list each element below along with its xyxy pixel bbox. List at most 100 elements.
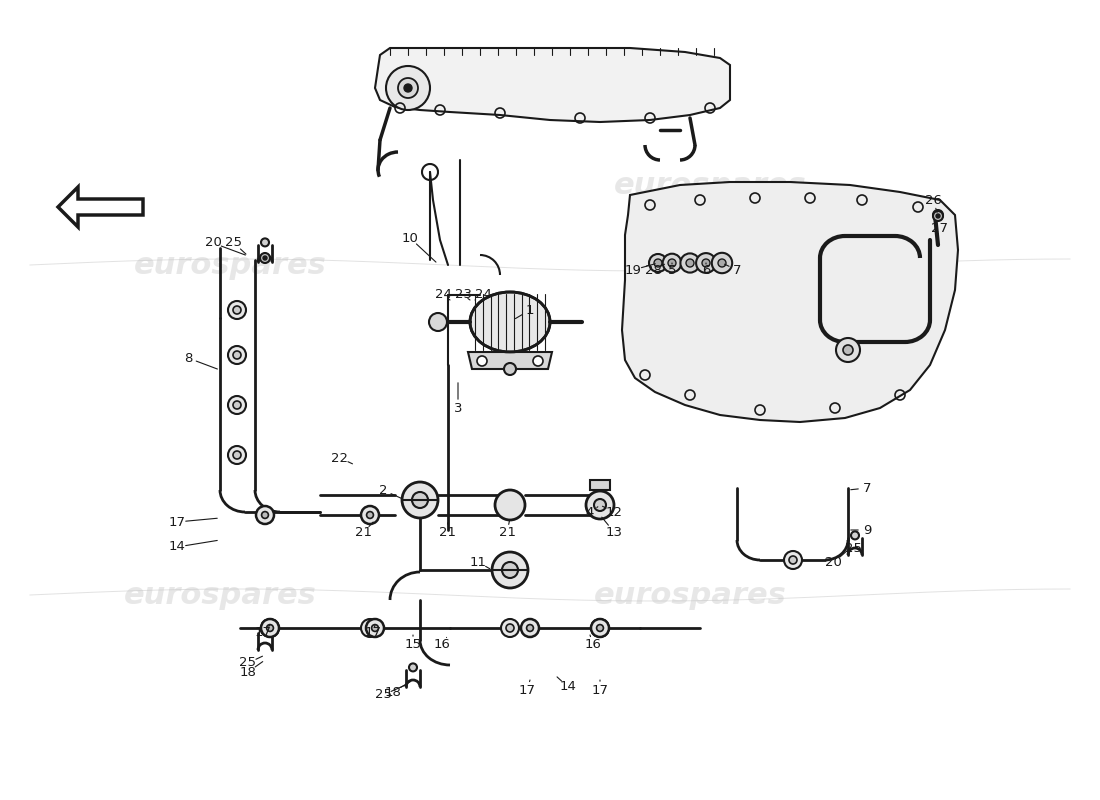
- Circle shape: [495, 490, 525, 520]
- Circle shape: [784, 551, 802, 569]
- Circle shape: [696, 253, 716, 273]
- Circle shape: [262, 511, 268, 518]
- Circle shape: [260, 253, 270, 263]
- Text: 26: 26: [925, 194, 942, 206]
- Circle shape: [429, 313, 447, 331]
- Circle shape: [668, 259, 676, 267]
- Text: 6: 6: [702, 263, 711, 277]
- Circle shape: [398, 78, 418, 98]
- Text: eurospares: eurospares: [614, 170, 806, 199]
- Text: eurospares: eurospares: [123, 581, 317, 610]
- Circle shape: [686, 259, 694, 267]
- Circle shape: [933, 210, 943, 220]
- Text: 25: 25: [226, 237, 242, 250]
- Text: 25: 25: [845, 542, 861, 554]
- Circle shape: [266, 625, 274, 631]
- Text: 11: 11: [470, 555, 486, 569]
- Circle shape: [502, 562, 518, 578]
- Circle shape: [492, 552, 528, 588]
- Text: eurospares: eurospares: [133, 250, 327, 279]
- Circle shape: [228, 446, 246, 464]
- Circle shape: [654, 259, 662, 267]
- Circle shape: [843, 345, 852, 355]
- Circle shape: [361, 619, 379, 637]
- Circle shape: [504, 363, 516, 375]
- Text: 7: 7: [862, 482, 871, 494]
- Circle shape: [366, 624, 374, 632]
- Circle shape: [586, 491, 614, 519]
- Polygon shape: [590, 480, 610, 490]
- Text: 9: 9: [862, 523, 871, 537]
- Circle shape: [372, 625, 378, 631]
- Circle shape: [228, 396, 246, 414]
- Text: 25: 25: [240, 657, 256, 670]
- Circle shape: [662, 254, 681, 272]
- Text: 2: 2: [378, 483, 387, 497]
- Circle shape: [233, 306, 241, 314]
- Text: 17: 17: [254, 626, 272, 639]
- Circle shape: [712, 253, 733, 274]
- Circle shape: [261, 626, 270, 634]
- Text: 28: 28: [645, 263, 661, 277]
- Text: 21: 21: [439, 526, 455, 539]
- Circle shape: [228, 346, 246, 364]
- Circle shape: [256, 506, 274, 524]
- Text: 14: 14: [560, 681, 576, 694]
- Text: 1: 1: [526, 303, 535, 317]
- Text: 12: 12: [605, 506, 623, 518]
- Circle shape: [233, 451, 241, 459]
- Text: eurospares: eurospares: [594, 581, 786, 610]
- Circle shape: [649, 254, 667, 272]
- Text: 17: 17: [364, 626, 382, 639]
- Text: 24: 24: [434, 289, 451, 302]
- Circle shape: [521, 619, 539, 637]
- Text: 17: 17: [518, 683, 536, 697]
- Text: 13: 13: [605, 526, 623, 538]
- Text: 17: 17: [592, 683, 608, 697]
- Text: 16: 16: [433, 638, 450, 651]
- Circle shape: [233, 401, 241, 409]
- Circle shape: [412, 492, 428, 508]
- Circle shape: [233, 351, 241, 359]
- Text: 15: 15: [405, 638, 421, 651]
- Circle shape: [936, 214, 940, 218]
- Text: 18: 18: [240, 666, 256, 678]
- Text: 22: 22: [331, 451, 349, 465]
- Circle shape: [366, 619, 384, 637]
- Circle shape: [261, 238, 270, 246]
- Circle shape: [402, 482, 438, 518]
- Circle shape: [789, 556, 797, 564]
- Circle shape: [933, 211, 943, 221]
- Circle shape: [527, 625, 534, 631]
- Circle shape: [506, 624, 514, 632]
- Text: 18: 18: [385, 686, 402, 698]
- Text: 17: 17: [168, 515, 186, 529]
- Text: 5: 5: [668, 263, 676, 277]
- Ellipse shape: [470, 292, 550, 352]
- Polygon shape: [375, 48, 730, 122]
- Text: 10: 10: [402, 231, 418, 245]
- Circle shape: [404, 84, 412, 92]
- Circle shape: [266, 624, 274, 632]
- Circle shape: [366, 511, 373, 518]
- Text: 19: 19: [625, 263, 641, 277]
- Text: 27: 27: [932, 222, 948, 234]
- Circle shape: [591, 619, 609, 637]
- Circle shape: [228, 301, 246, 319]
- Circle shape: [477, 356, 487, 366]
- Circle shape: [263, 256, 267, 260]
- Circle shape: [261, 619, 279, 637]
- Circle shape: [591, 619, 609, 637]
- Text: 21: 21: [354, 526, 372, 539]
- Circle shape: [596, 624, 604, 632]
- Circle shape: [261, 619, 279, 637]
- Circle shape: [386, 66, 430, 110]
- Circle shape: [718, 259, 726, 267]
- Circle shape: [409, 663, 417, 671]
- Text: 14: 14: [168, 541, 186, 554]
- Circle shape: [361, 506, 379, 524]
- Circle shape: [596, 625, 604, 631]
- Circle shape: [534, 356, 543, 366]
- Circle shape: [681, 254, 700, 273]
- Circle shape: [702, 259, 710, 267]
